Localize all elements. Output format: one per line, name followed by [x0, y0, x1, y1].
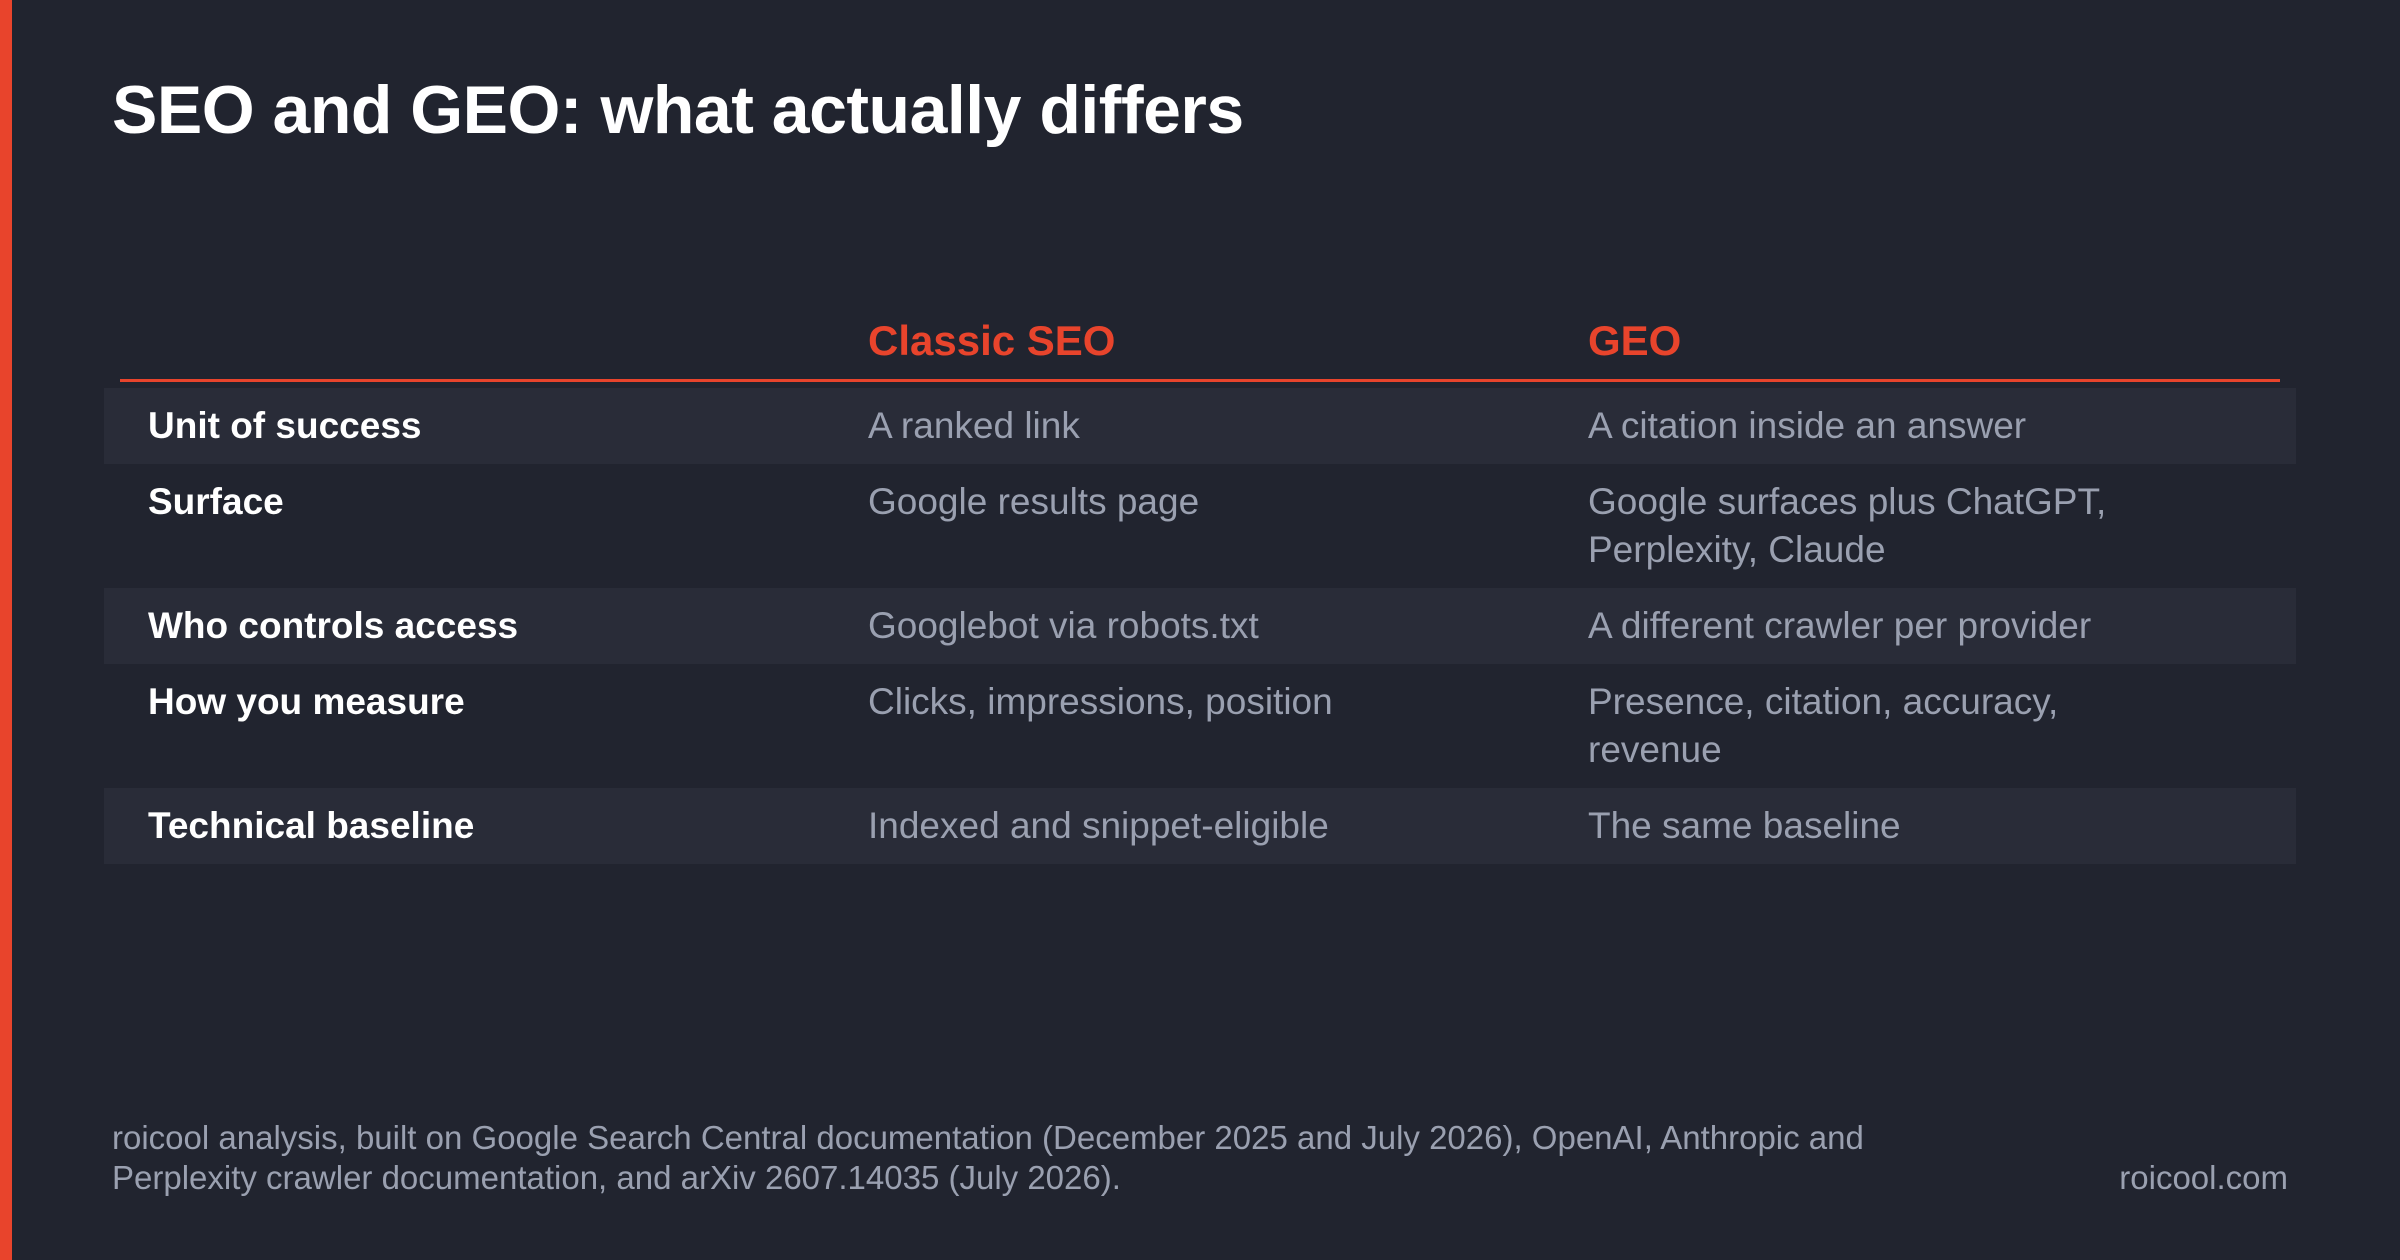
seo-cell: Indexed and snippet-eligible — [868, 805, 1329, 846]
row-label: How you measure — [148, 681, 465, 722]
table-row: How you measure Clicks, impressions, pos… — [104, 664, 2296, 788]
table-row: Who controls access Googlebot via robots… — [104, 588, 2296, 664]
geo-cell: Google surfaces plus ChatGPT, Perplexity… — [1588, 481, 2107, 570]
table-row: Surface Google results page Google surfa… — [104, 464, 2296, 588]
geo-cell: Presence, citation, accuracy, revenue — [1588, 681, 2059, 770]
geo-cell: A citation inside an answer — [1588, 405, 2027, 446]
header-divider — [120, 379, 2280, 382]
column-header-geo: GEO — [1588, 317, 1682, 364]
seo-cell: Clicks, impressions, position — [868, 681, 1333, 722]
table-body: Unit of success A ranked link A citation… — [104, 388, 2296, 864]
column-header-classic-seo: Classic SEO — [868, 317, 1116, 364]
row-label: Unit of success — [148, 405, 422, 446]
page-title: SEO and GEO: what actually differs — [112, 72, 1244, 148]
table-row: Unit of success A ranked link A citation… — [104, 388, 2296, 464]
comparison-table: Classic SEO GEO Unit of success A ranked… — [104, 300, 2296, 864]
geo-cell: The same baseline — [1588, 805, 1901, 846]
table-header: Classic SEO GEO — [104, 300, 2296, 382]
seo-cell: Googlebot via robots.txt — [868, 605, 1259, 646]
geo-cell: A different crawler per provider — [1588, 605, 2092, 646]
table-row: Technical baseline Indexed and snippet-e… — [104, 788, 2296, 864]
brand-link[interactable]: roicool.com — [2119, 1159, 2288, 1196]
row-label: Who controls access — [148, 605, 519, 646]
source-note: roicool analysis, built on Google Search… — [112, 1119, 1864, 1196]
row-label: Technical baseline — [148, 805, 475, 846]
seo-cell: A ranked link — [868, 405, 1080, 446]
accent-bar — [0, 0, 12, 1260]
seo-cell: Google results page — [868, 481, 1200, 522]
row-label: Surface — [148, 481, 284, 522]
